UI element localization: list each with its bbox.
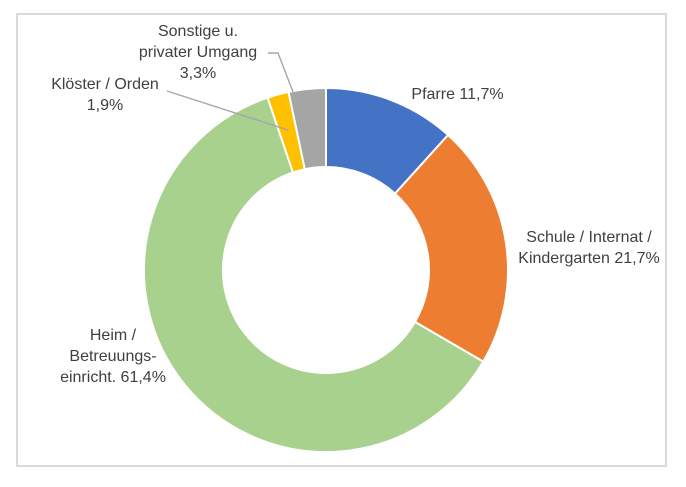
data-label-schule: Schule / Internat / Kindergarten 21,7% <box>518 229 660 267</box>
donut-segment-sonstige: Sonstige u. privater Umgang 3,3% <box>287 87 327 171</box>
donut-segment-schule: Schule / Internat / Kindergarten 21,7% <box>394 134 509 363</box>
leader-line-sonstige <box>268 52 294 93</box>
data-label-heim: Heim / Betreuungs- einricht. 61,4% <box>60 327 166 386</box>
data-label-kloester: Klöster / Orden 1,9% <box>51 76 159 114</box>
leader-line-kloester <box>166 90 289 131</box>
donut-segment-heim: Heim / Betreuungseinricht. 61,4% <box>143 96 485 454</box>
data-label-pfarre: Pfarre 11,7% <box>411 86 504 103</box>
data-label-sonstige: Sonstige u. privater Umgang 3,3% <box>138 23 258 82</box>
